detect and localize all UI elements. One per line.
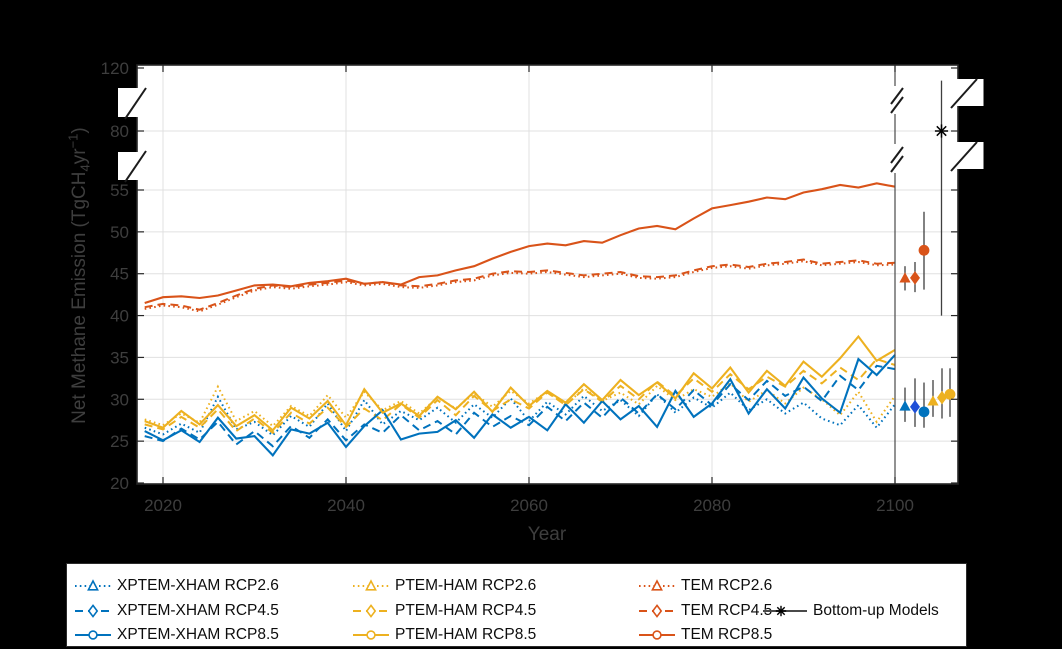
legend-line-sample xyxy=(75,604,111,618)
errorbar-marker-diamond xyxy=(937,390,947,405)
legend-label: TEM RCP8.5 xyxy=(681,626,773,643)
series-line-XPTEM-XHAM-RCP8.5 xyxy=(144,354,896,458)
legend-label: Bottom-up Models xyxy=(813,602,939,619)
legend-label: XPTEM-XHAM RCP2.6 xyxy=(117,577,279,594)
x-tick-label: 2100 xyxy=(876,496,914,515)
series-line-PTEM-HAM-RCP8.5 xyxy=(144,334,896,432)
plot-border xyxy=(136,64,959,485)
y-axis-label-text: yr xyxy=(68,148,90,165)
legend-marker-triangle xyxy=(365,579,377,591)
axis-break-box xyxy=(955,142,984,169)
legend-label: TEM RCP4.5 xyxy=(681,602,773,619)
axis-break-slash xyxy=(890,96,904,114)
axis-break-slash xyxy=(890,146,904,164)
legend-marker-circle xyxy=(366,630,376,640)
legend-marker-asterisk xyxy=(776,606,786,616)
legend-label: PTEM-HAM RCP2.6 xyxy=(395,577,537,594)
y-tick-label: 55 xyxy=(110,181,129,200)
axis-break-slash xyxy=(890,87,904,105)
errorbar-marker-triangle xyxy=(927,395,939,406)
legend-marker-diamond xyxy=(87,604,99,618)
plot-background xyxy=(137,65,958,484)
legend-marker-triangle xyxy=(87,579,99,591)
legend-line-sample xyxy=(353,604,389,618)
y-tick-label: 80 xyxy=(110,122,129,141)
axis-break-box xyxy=(118,152,139,180)
legend-line-sample xyxy=(353,579,389,591)
y-tick-label: 45 xyxy=(110,265,129,284)
x-axis-label: Year xyxy=(527,524,567,545)
legend-item: TEM RCP4.5 xyxy=(639,601,772,621)
y-tick-label: 25 xyxy=(110,432,129,451)
y-tick-label: 50 xyxy=(110,223,129,242)
axis-break-box xyxy=(118,88,139,117)
y-tick-label: 40 xyxy=(110,307,129,326)
axis-break-box xyxy=(955,79,984,106)
legend-item: XPTEM-XHAM RCP2.6 xyxy=(75,576,279,596)
legend-line-sample xyxy=(763,605,807,617)
series-line-TEM-RCP4.5 xyxy=(144,258,896,311)
series-line-XPTEM-XHAM-RCP4.5 xyxy=(144,364,896,448)
legend-line-sample xyxy=(639,604,675,618)
errorbar-marker-circle xyxy=(918,244,930,256)
legend-item: Bottom-up Models xyxy=(763,601,939,621)
axis-break-slash xyxy=(124,87,147,120)
errorbar-marker-asterisk xyxy=(936,125,947,137)
legend-item: TEM RCP2.6 xyxy=(639,576,772,596)
legend-item: PTEM-HAM RCP8.5 xyxy=(353,625,536,645)
y-axis-label-superscript: −1 xyxy=(65,133,81,149)
legend-marker-circle xyxy=(88,630,98,640)
legend: XPTEM-XHAM RCP2.6 XPTEM-XHAM RCP4.5 XPTEM-… xyxy=(66,563,967,647)
errorbar-marker-circle xyxy=(944,388,956,400)
x-tick-label: 2080 xyxy=(693,496,731,515)
legend-label: PTEM-HAM RCP4.5 xyxy=(395,602,537,619)
axis-break-slash xyxy=(950,141,978,172)
legend-line-sample xyxy=(639,630,675,640)
series-line-PTEM-HAM-RCP4.5 xyxy=(144,357,896,435)
x-tick-label: 2040 xyxy=(327,496,365,515)
y-axis-label-text: Net Methane Emission (TgCH xyxy=(68,171,90,424)
legend-marker-diamond xyxy=(365,604,377,618)
y-axis-label-text: ) xyxy=(68,127,90,134)
legend-label: PTEM-HAM RCP8.5 xyxy=(395,626,537,643)
axis-break-slash xyxy=(950,78,978,109)
errorbar-marker-triangle xyxy=(899,272,911,283)
legend-item: XPTEM-XHAM RCP8.5 xyxy=(75,625,279,645)
y-tick-label: 20 xyxy=(110,474,129,493)
series-line-TEM-RCP2.6 xyxy=(144,260,896,313)
errorbar-marker-diamond xyxy=(910,271,920,285)
y-tick-label: 120 xyxy=(101,59,129,78)
errorbar-marker-triangle xyxy=(899,400,911,411)
legend-line-sample xyxy=(353,630,389,640)
errorbar-marker-diamond xyxy=(910,400,920,414)
errorbar-marker-circle xyxy=(918,406,930,418)
series-line-XPTEM-XHAM-RCP2.6 xyxy=(144,391,896,437)
series-line-TEM-RCP8.5 xyxy=(144,182,896,305)
series-group xyxy=(144,182,896,458)
axis-break-slash xyxy=(890,155,904,173)
legend-line-sample xyxy=(639,579,675,591)
legend-marker-diamond xyxy=(651,604,663,618)
legend-item: PTEM-HAM RCP4.5 xyxy=(353,601,536,621)
legend-item: TEM RCP8.5 xyxy=(639,625,772,645)
legend-marker-circle xyxy=(652,630,662,640)
y-tick-label: 35 xyxy=(110,348,129,367)
axis-break-slash xyxy=(124,150,147,183)
legend-label: XPTEM-XHAM RCP8.5 xyxy=(117,626,279,643)
y-axis-label: Net Methane Emission (TgCH4yr−1) xyxy=(65,36,92,516)
y-axis-label-subscript: 4 xyxy=(77,164,93,172)
legend-marker-triangle xyxy=(651,579,663,591)
legend-line-sample xyxy=(75,630,111,640)
legend-item: XPTEM-XHAM RCP4.5 xyxy=(75,601,279,621)
x-tick-label: 2020 xyxy=(144,496,182,515)
legend-item: PTEM-HAM RCP2.6 xyxy=(353,576,536,596)
y-tick-label: 30 xyxy=(110,390,129,409)
legend-line-sample xyxy=(75,579,111,591)
legend-label: XPTEM-XHAM RCP4.5 xyxy=(117,602,279,619)
legend-label: TEM RCP2.6 xyxy=(681,577,773,594)
x-tick-label: 2060 xyxy=(510,496,548,515)
